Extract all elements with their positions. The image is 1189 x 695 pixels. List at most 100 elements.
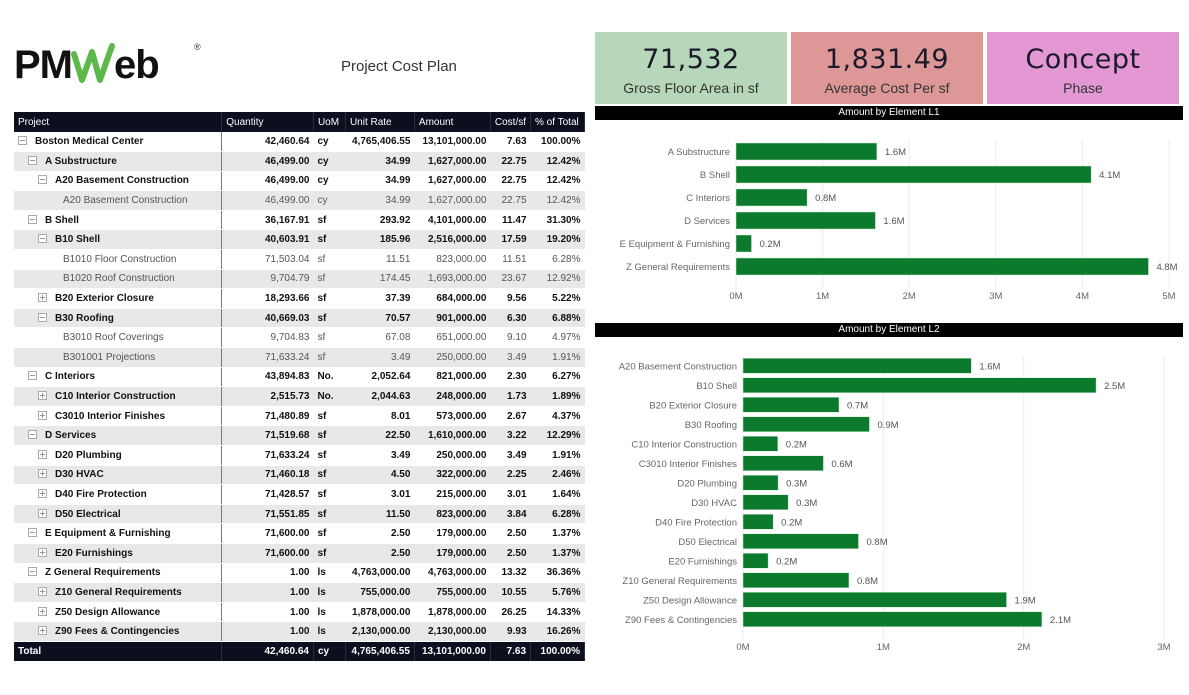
bar[interactable] bbox=[735, 188, 808, 207]
row-label: E20 Furnishings bbox=[55, 547, 133, 559]
kpi-label: Average Cost Per sf bbox=[824, 80, 950, 96]
bar[interactable] bbox=[742, 533, 859, 549]
kpi-label: Gross Floor Area in sf bbox=[623, 80, 759, 96]
table-row[interactable]: A20 Basement Construction 46,499.00 cy 34.9… bbox=[14, 190, 585, 211]
cell-amount: 573,000.00 bbox=[414, 406, 491, 427]
table-row[interactable]: B Shell 36,167.91 sf 293.92 4,101,000.00 11.4… bbox=[14, 210, 585, 231]
bar[interactable] bbox=[735, 142, 878, 161]
bar[interactable] bbox=[742, 514, 774, 530]
table-row[interactable]: C10 Interior Construction 2,515.73 No. 2,04… bbox=[14, 386, 585, 407]
collapse-icon[interactable] bbox=[38, 312, 47, 322]
cell-pct: 6.28% bbox=[530, 504, 585, 525]
expand-icon[interactable] bbox=[38, 606, 47, 616]
cell-pct: 6.27% bbox=[530, 367, 585, 388]
expand-icon[interactable] bbox=[38, 449, 47, 459]
bar[interactable] bbox=[742, 416, 870, 432]
expand-icon[interactable] bbox=[38, 547, 47, 557]
cell-unit-rate: 174.45 bbox=[345, 269, 415, 290]
table-row[interactable]: Z50 Design Allowance 1.00 ls 1,878,000.00 1,… bbox=[14, 602, 585, 623]
table-row[interactable]: D30 HVAC 71,460.18 sf 4.50 322,000.00 2.25 2.4… bbox=[14, 465, 585, 486]
expand-icon[interactable] bbox=[38, 391, 47, 401]
total-amount: 13,101,000.00 bbox=[414, 641, 491, 662]
column-header-cost-sf[interactable]: Cost/sf bbox=[490, 112, 532, 132]
bar[interactable] bbox=[742, 397, 840, 413]
cell-cost-sf: 3.01 bbox=[490, 484, 531, 505]
bar[interactable] bbox=[742, 358, 972, 374]
collapse-icon[interactable] bbox=[38, 234, 47, 244]
table-row[interactable]: C Interiors 43,894.83 No. 2,052.64 821,000.0… bbox=[14, 367, 585, 388]
cell-project: D20 Plumbing bbox=[14, 445, 223, 466]
cell-quantity: 2,515.73 bbox=[221, 386, 314, 407]
cell-project: Boston Medical Center bbox=[14, 132, 223, 153]
table-row[interactable]: C3010 Interior Finishes 71,480.89 sf 8.01 57… bbox=[14, 406, 585, 427]
table-row[interactable]: Boston Medical Center 42,460.64 cy 4,765,40… bbox=[14, 132, 585, 153]
kpi-value: 71,532 bbox=[642, 44, 740, 75]
bar[interactable] bbox=[742, 494, 789, 510]
bar[interactable] bbox=[742, 455, 824, 471]
row-label: B30 Roofing bbox=[55, 312, 114, 324]
table-row[interactable]: B3010 Roof Coverings 9,704.83 sf 67.08 651,0… bbox=[14, 327, 585, 349]
bar[interactable] bbox=[735, 234, 752, 253]
expand-icon[interactable] bbox=[38, 508, 47, 518]
cell-uom: sf bbox=[313, 523, 346, 544]
bar[interactable] bbox=[742, 436, 779, 452]
bar[interactable] bbox=[735, 257, 1149, 276]
table-row[interactable]: Z General Requirements 1.00 ls 4,763,000.00… bbox=[14, 563, 585, 584]
category-label: B Shell bbox=[700, 170, 730, 181]
table-row[interactable]: B20 Exterior Closure 18,293.66 sf 37.39 684,… bbox=[14, 288, 585, 309]
cell-uom: ls bbox=[313, 582, 346, 603]
table-row[interactable]: B30 Roofing 40,669.03 sf 70.57 901,000.00 6.3… bbox=[14, 308, 585, 329]
expand-icon[interactable] bbox=[38, 410, 47, 420]
collapse-icon[interactable] bbox=[28, 371, 37, 381]
cell-cost-sf: 10.55 bbox=[490, 582, 531, 603]
column-header-amount[interactable]: Amount bbox=[414, 112, 491, 132]
kpi-card-average-cost: 1,831.49 Average Cost Per sf bbox=[791, 32, 983, 104]
table-row[interactable]: B301001 Projections 71,633.24 sf 3.49 250,00… bbox=[14, 347, 585, 368]
collapse-icon[interactable] bbox=[18, 136, 27, 146]
collapse-icon[interactable] bbox=[28, 528, 37, 538]
category-label: D20 Plumbing bbox=[677, 478, 737, 489]
cell-project: Z90 Fees & Contingencies bbox=[14, 621, 223, 642]
cell-quantity: 71,600.00 bbox=[221, 523, 314, 544]
cell-project: B3010 Roof Coverings bbox=[14, 327, 223, 349]
column-header-pct-total[interactable]: % of Total bbox=[530, 112, 585, 132]
table-row[interactable]: A Substructure 46,499.00 cy 34.99 1,627,000.… bbox=[14, 151, 585, 172]
column-header-quantity[interactable]: Quantity bbox=[221, 112, 314, 132]
bar[interactable] bbox=[735, 165, 1092, 184]
table-row[interactable]: E20 Furnishings 71,600.00 sf 2.50 179,000.00… bbox=[14, 543, 585, 564]
expand-icon[interactable] bbox=[38, 293, 47, 303]
cell-uom: cy bbox=[313, 190, 346, 211]
category-label: D40 Fire Protection bbox=[655, 517, 737, 528]
collapse-icon[interactable] bbox=[38, 175, 47, 185]
table-row[interactable]: D40 Fire Protection 71,428.57 sf 3.01 215,00… bbox=[14, 484, 585, 505]
collapse-icon[interactable] bbox=[28, 567, 37, 577]
table-row[interactable]: Z90 Fees & Contingencies 1.00 ls 2,130,000.… bbox=[14, 621, 585, 642]
expand-icon[interactable] bbox=[38, 488, 47, 498]
bar[interactable] bbox=[742, 475, 779, 491]
column-header-uom[interactable]: UoM bbox=[313, 112, 346, 132]
table-row[interactable]: E Equipment & Furnishing 71,600.00 sf 2.50 1… bbox=[14, 523, 585, 544]
table-row[interactable]: B10 Shell 40,603.91 sf 185.96 2,516,000.00 17… bbox=[14, 229, 585, 251]
column-header-project[interactable]: Project bbox=[14, 112, 223, 132]
expand-icon[interactable] bbox=[38, 469, 47, 479]
table-row[interactable]: A20 Basement Construction 46,499.00 cy 34.9… bbox=[14, 171, 585, 192]
table-row[interactable]: D Services 71,519.68 sf 22.50 1,610,000.00 3.… bbox=[14, 425, 585, 446]
expand-icon[interactable] bbox=[38, 586, 47, 596]
collapse-icon[interactable] bbox=[28, 214, 37, 224]
table-row[interactable]: D20 Plumbing 71,633.24 sf 3.49 250,000.00 3.4… bbox=[14, 445, 585, 466]
cell-amount: 4,101,000.00 bbox=[414, 210, 491, 231]
column-header-unit-rate[interactable]: Unit Rate bbox=[345, 112, 415, 132]
collapse-icon[interactable] bbox=[28, 430, 37, 440]
bar[interactable] bbox=[742, 553, 769, 569]
table-row[interactable]: B1010 Floor Construction 71,503.04 sf 11.51… bbox=[14, 249, 585, 270]
bar[interactable] bbox=[735, 211, 876, 230]
bar[interactable] bbox=[742, 572, 850, 588]
expand-icon[interactable] bbox=[38, 626, 47, 636]
collapse-icon[interactable] bbox=[28, 155, 37, 165]
bar[interactable] bbox=[742, 377, 1097, 393]
table-row[interactable]: B1020 Roof Construction 9,704.79 sf 174.45 1… bbox=[14, 269, 585, 290]
table-row[interactable]: D50 Electrical 71,551.85 sf 11.50 823,000.00… bbox=[14, 504, 585, 525]
bar[interactable] bbox=[742, 592, 1007, 608]
table-row[interactable]: Z10 General Requirements 1.00 ls 755,000.00… bbox=[14, 582, 585, 603]
bar[interactable] bbox=[742, 611, 1043, 627]
